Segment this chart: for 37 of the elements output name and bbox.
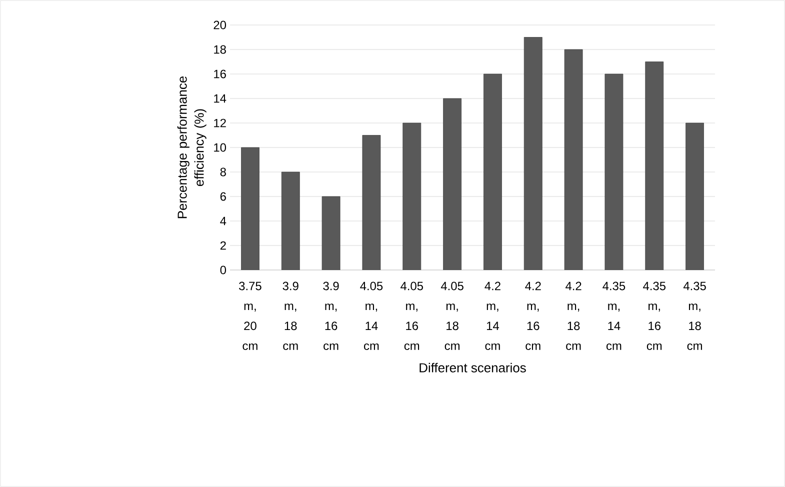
x-axis-title: Different scenarios [420,362,526,372]
y-tick-label: 2 [220,241,226,250]
bar [564,49,583,270]
x-tick-label: 4.2 m, 16 cm [525,282,541,350]
x-tick-label: 3.9 m, 18 cm [282,282,298,350]
x-tick-label: 4.35 m, 16 cm [643,282,666,350]
y-tick-label: 16 [214,70,226,78]
y-tick-label: 8 [220,168,226,176]
y-tick-label: 20 [214,20,226,30]
y-tick-label: 12 [214,118,226,128]
bar [443,98,462,270]
x-tick-label: 4.05 m, 16 cm [400,282,424,350]
y-tick-label: 4 [220,216,226,226]
bar [281,172,300,270]
bar [402,122,422,270]
x-tick-label: 4.2 m, 18 cm [566,282,582,350]
bar [241,147,260,270]
y-tick-label: 0 [220,266,226,274]
x-tick-label: 3.9 m, 16 cm [323,282,339,350]
bar [362,135,381,270]
y-tick-label: 14 [214,94,226,103]
y-tick-label: 10 [214,143,226,152]
bar [686,122,704,270]
x-tick-label: 4.35 m, 14 cm [602,282,626,350]
bar [645,62,664,270]
y-axis-title: Percentage performance efficiency (%) [177,76,206,218]
x-tick-label: 4.2 m, 14 cm [484,282,500,350]
bar [484,74,502,270]
bar [604,74,624,270]
bar [322,196,340,270]
x-tick-label: 4.35 m, 18 cm [683,282,706,350]
x-tick-label: 4.05 m, 14 cm [360,282,383,350]
y-tick-label: 18 [214,45,226,54]
bar [524,37,542,270]
x-tick-label: 3.75 m, 20 cm [239,282,262,350]
y-tick-label: 6 [220,192,226,201]
x-tick-label: 4.05 m, 18 cm [440,282,464,350]
